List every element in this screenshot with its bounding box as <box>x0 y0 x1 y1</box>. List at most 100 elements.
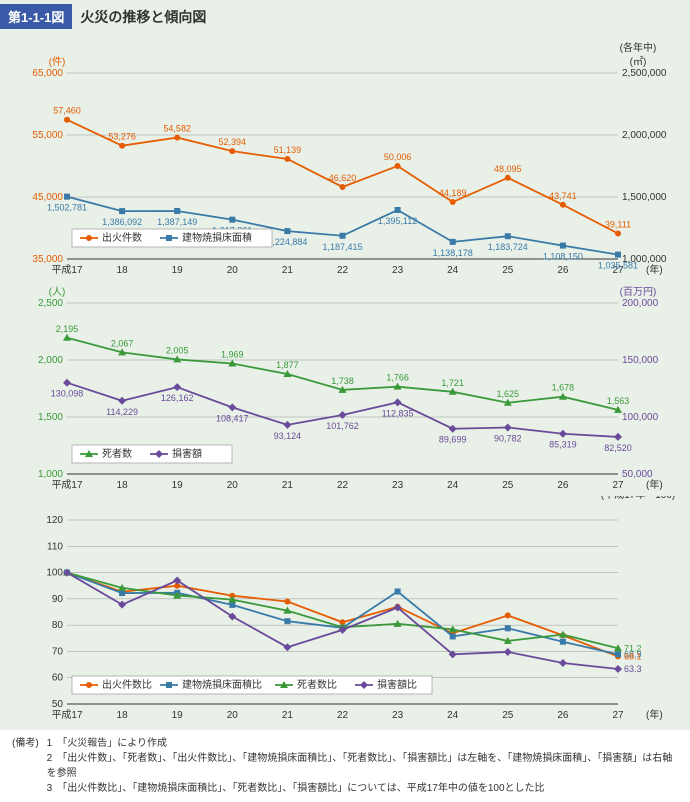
svg-text:建物焼損床面積: 建物焼損床面積 <box>182 231 252 244</box>
svg-text:1,183,724: 1,183,724 <box>488 242 528 252</box>
svg-text:2,067: 2,067 <box>111 338 134 348</box>
svg-text:60: 60 <box>52 673 64 684</box>
svg-text:1,678: 1,678 <box>552 383 575 393</box>
svg-text:2,000,000: 2,000,000 <box>622 130 667 141</box>
svg-text:200,000: 200,000 <box>622 298 659 309</box>
svg-text:平成17: 平成17 <box>51 709 83 721</box>
svg-text:22: 22 <box>337 265 349 276</box>
svg-text:46,620: 46,620 <box>329 173 357 183</box>
svg-text:(㎡): (㎡) <box>630 56 647 68</box>
svg-text:93,124: 93,124 <box>274 431 302 441</box>
svg-text:27: 27 <box>612 480 624 491</box>
footnotes: (備考)1 「火災報告」により作成 (備考)2 「出火件数」、「死者数」、「出火… <box>0 730 690 802</box>
svg-text:112,835: 112,835 <box>382 408 414 418</box>
svg-text:120: 120 <box>46 515 63 526</box>
svg-text:1,035,581: 1,035,581 <box>598 261 638 271</box>
svg-text:25: 25 <box>502 710 514 721</box>
svg-text:18: 18 <box>117 265 129 276</box>
svg-text:1,500,000: 1,500,000 <box>622 192 667 203</box>
svg-text:出火件数: 出火件数 <box>102 231 142 244</box>
svg-text:1,766: 1,766 <box>386 373 409 383</box>
svg-text:(百万円): (百万円) <box>620 286 657 298</box>
svg-text:114,229: 114,229 <box>106 407 138 417</box>
svg-text:(年): (年) <box>646 263 663 276</box>
note-3: 3 「出火件数比」、「建物焼損床面積比」、「死者数比」、「損害額比」については、… <box>47 781 545 796</box>
svg-text:63.3: 63.3 <box>624 664 642 674</box>
svg-text:1,395,112: 1,395,112 <box>378 216 417 226</box>
svg-text:68.1: 68.1 <box>624 651 642 661</box>
svg-text:53,276: 53,276 <box>108 132 136 142</box>
svg-text:55,000: 55,000 <box>32 130 63 141</box>
svg-text:18: 18 <box>117 710 129 721</box>
svg-text:35,000: 35,000 <box>32 254 63 265</box>
svg-text:1,000: 1,000 <box>38 469 63 480</box>
svg-text:1,625: 1,625 <box>497 389 520 399</box>
svg-text:65,000: 65,000 <box>32 68 63 79</box>
chart-container: 35,00045,00055,00065,000(件)1,000,0001,50… <box>0 33 690 730</box>
svg-text:19: 19 <box>172 265 184 276</box>
svg-text:1,387,149: 1,387,149 <box>157 217 197 227</box>
svg-text:126,162: 126,162 <box>161 393 194 403</box>
svg-text:52,394: 52,394 <box>219 137 247 147</box>
svg-text:100: 100 <box>46 568 63 579</box>
svg-text:1,563: 1,563 <box>607 396 630 406</box>
svg-text:50,006: 50,006 <box>384 152 412 162</box>
svg-text:150,000: 150,000 <box>622 355 659 366</box>
svg-text:25: 25 <box>502 480 514 491</box>
chart-deaths-damage: 1,0001,5002,0002,500(人)50,000100,000150,… <box>12 281 678 496</box>
svg-text:50: 50 <box>52 699 64 710</box>
svg-text:19: 19 <box>172 480 184 491</box>
svg-text:23: 23 <box>392 710 404 721</box>
svg-text:27: 27 <box>612 710 624 721</box>
svg-text:1,224,884: 1,224,884 <box>267 237 307 247</box>
svg-text:130,098: 130,098 <box>51 389 84 399</box>
svg-text:22: 22 <box>337 480 349 491</box>
svg-text:21: 21 <box>282 265 294 276</box>
svg-text:(平成17年＝100): (平成17年＝100) <box>601 496 675 501</box>
svg-text:21: 21 <box>282 480 294 491</box>
svg-text:1,969: 1,969 <box>221 350 244 360</box>
svg-text:24: 24 <box>447 265 459 276</box>
svg-text:82,520: 82,520 <box>604 443 632 453</box>
svg-text:51,139: 51,139 <box>274 145 302 155</box>
svg-text:1,502,781: 1,502,781 <box>47 203 87 213</box>
svg-text:24: 24 <box>447 480 459 491</box>
svg-text:1,500: 1,500 <box>38 412 63 423</box>
svg-text:死者数: 死者数 <box>102 447 132 460</box>
svg-text:2,000: 2,000 <box>38 355 63 366</box>
svg-text:1,386,092: 1,386,092 <box>102 217 142 227</box>
svg-text:(年): (年) <box>646 708 663 721</box>
svg-text:20: 20 <box>227 265 239 276</box>
svg-text:22: 22 <box>337 710 349 721</box>
svg-text:1,721: 1,721 <box>441 378 464 388</box>
svg-text:80: 80 <box>52 620 64 631</box>
note-2: 2 「出火件数」、「死者数」、「出火件数比」、「建物焼損床面積比」、「死者数比」… <box>47 751 678 781</box>
svg-text:2,195: 2,195 <box>56 324 79 334</box>
svg-text:1,877: 1,877 <box>276 360 299 370</box>
svg-text:50,000: 50,000 <box>622 469 653 480</box>
svg-text:26: 26 <box>557 265 569 276</box>
svg-text:18: 18 <box>117 480 129 491</box>
svg-text:90,782: 90,782 <box>494 434 522 444</box>
svg-text:108,417: 108,417 <box>216 413 249 423</box>
svg-text:2,500: 2,500 <box>38 298 63 309</box>
svg-text:70: 70 <box>52 646 64 657</box>
svg-text:20: 20 <box>227 710 239 721</box>
svg-text:損害額比: 損害額比 <box>377 678 417 691</box>
svg-text:25: 25 <box>502 265 514 276</box>
chart-fires-area: 35,00045,00055,00065,000(件)1,000,0001,50… <box>12 41 678 281</box>
svg-text:101,762: 101,762 <box>326 421 359 431</box>
svg-text:44,189: 44,189 <box>439 188 467 198</box>
svg-text:24: 24 <box>447 710 459 721</box>
svg-text:死者数比: 死者数比 <box>297 678 337 691</box>
svg-text:(件): (件) <box>49 56 66 68</box>
figure-header: 第1-1-1図 火災の推移と傾向図 <box>0 0 690 33</box>
svg-text:54,582: 54,582 <box>163 124 191 134</box>
svg-text:85,319: 85,319 <box>549 440 577 450</box>
figure-title: 火災の推移と傾向図 <box>80 7 206 27</box>
svg-text:1,108,150: 1,108,150 <box>543 252 583 262</box>
svg-text:26: 26 <box>557 480 569 491</box>
svg-text:2,005: 2,005 <box>166 345 189 355</box>
svg-text:1,187,415: 1,187,415 <box>322 242 362 252</box>
svg-text:(年): (年) <box>646 478 663 491</box>
